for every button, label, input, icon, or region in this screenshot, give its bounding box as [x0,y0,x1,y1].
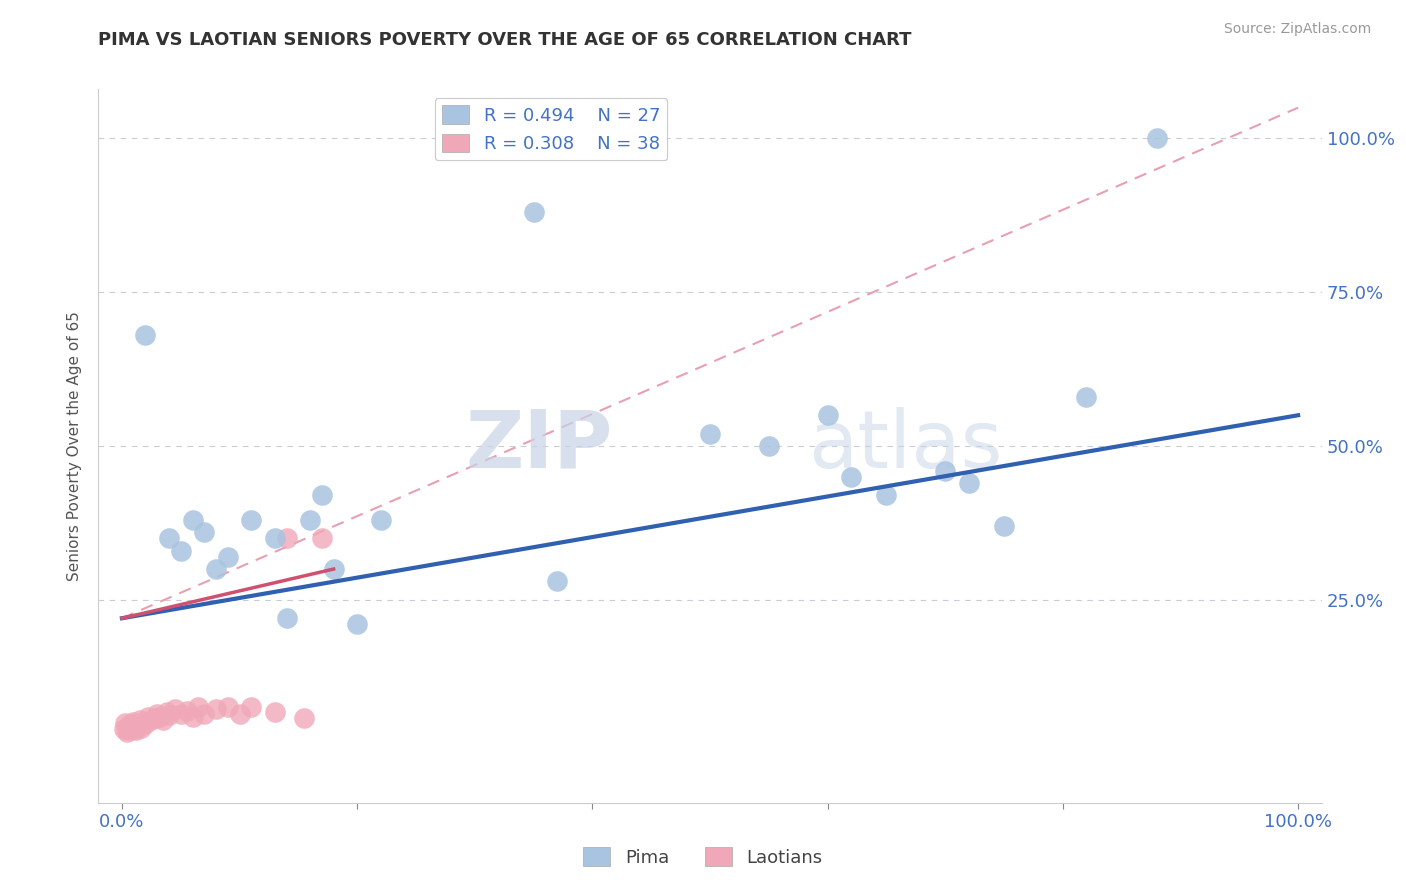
Point [292,711,315,725]
Point [699,426,721,441]
Point [129,721,152,735]
Point [157,708,180,723]
Point [170,706,193,721]
Point [276,531,298,545]
Point [163,702,186,716]
Point [156,705,179,719]
Point [134,328,156,343]
Point [263,531,285,545]
Point [157,531,180,545]
Point [875,488,897,502]
Point [141,713,163,727]
Point [240,513,263,527]
Point [170,543,193,558]
Legend: R = 0.494    N = 27, R = 0.308    N = 38: R = 0.494 N = 27, R = 0.308 N = 38 [434,98,668,161]
Point [121,714,143,729]
Point [311,488,333,502]
Point [205,562,228,576]
Point [993,519,1015,533]
Point [125,723,148,738]
Point [181,709,204,723]
Point [217,549,239,564]
Point [120,721,142,735]
Text: Source: ZipAtlas.com: Source: ZipAtlas.com [1223,22,1371,37]
Y-axis label: Seniors Poverty Over the Age of 65: Seniors Poverty Over the Age of 65 [67,311,83,581]
Point [112,722,135,736]
Point [758,439,780,453]
Point [146,706,169,721]
Point [546,574,568,589]
Point [136,709,159,723]
Point [370,513,392,527]
Point [114,715,136,730]
Point [934,464,956,478]
Point [322,562,344,576]
Point [115,725,138,739]
Point [311,531,333,545]
Point [276,611,298,625]
Point [120,717,142,731]
Point [957,475,980,490]
Point [217,700,239,714]
Legend: Pima, Laotians: Pima, Laotians [576,840,830,874]
Point [228,706,250,721]
Point [193,525,215,540]
Point [149,709,172,723]
Text: atlas: atlas [808,407,1002,485]
Point [187,700,209,714]
Point [117,719,139,733]
Point [132,715,155,730]
Point [176,704,198,718]
Point [124,719,146,733]
Point [193,706,215,721]
Point [122,722,145,736]
Point [128,713,150,727]
Point [839,469,862,483]
Point [1076,390,1098,404]
Point [127,718,149,732]
Point [181,513,204,527]
Point [205,702,228,716]
Point [1146,131,1168,145]
Point [240,700,263,714]
Point [134,717,156,731]
Point [143,711,166,725]
Point [817,409,839,423]
Point [152,713,174,727]
Point [263,705,285,719]
Point [523,205,546,219]
Point [346,617,368,632]
Point [299,513,322,527]
Text: PIMA VS LAOTIAN SENIORS POVERTY OVER THE AGE OF 65 CORRELATION CHART: PIMA VS LAOTIAN SENIORS POVERTY OVER THE… [98,31,912,49]
Text: ZIP: ZIP [465,407,612,485]
Point [118,723,141,738]
